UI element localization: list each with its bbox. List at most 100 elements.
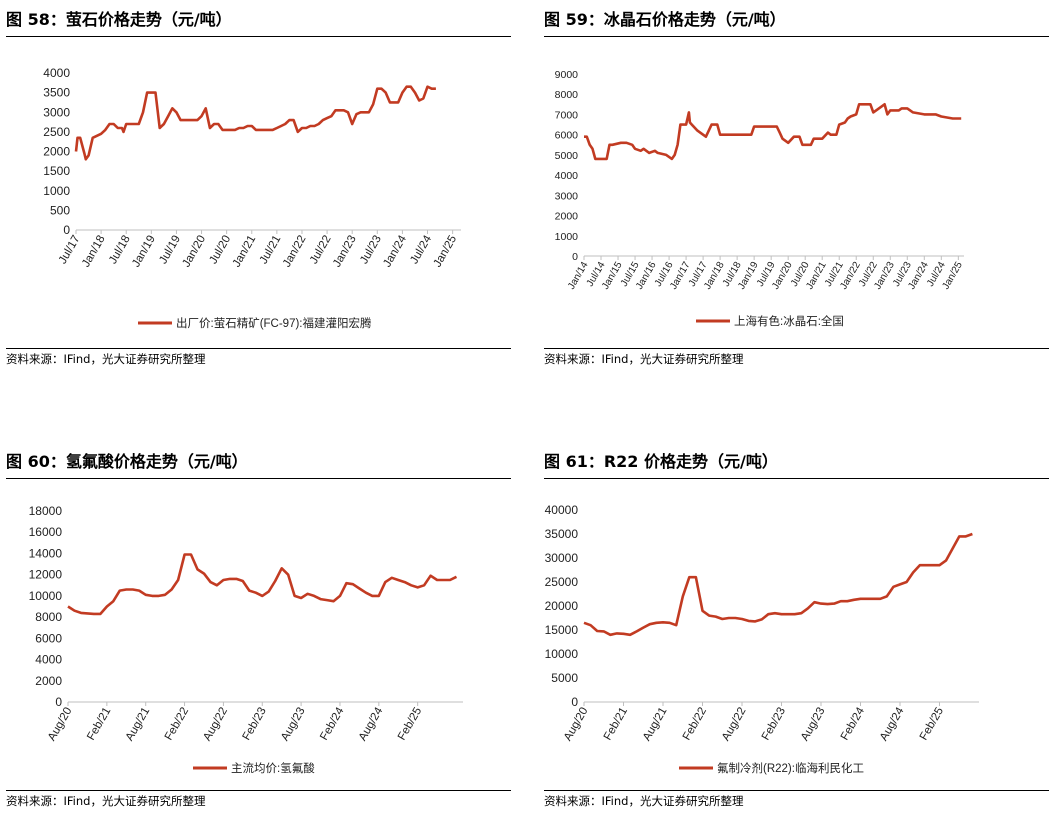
source-divider [544, 348, 1049, 349]
y-tick-label: 0 [63, 223, 70, 237]
title-divider [544, 36, 1049, 37]
x-tick-label: Aug/21 [124, 706, 153, 744]
chart-panel-61: 图 61：R22 价格走势（元/吨） 0 5000 10000 15000 20000 2… [544, 448, 1049, 813]
y-tick-label: 20000 [545, 599, 579, 613]
chart-58: 05001000150020002500300035004000Jul/17Ja… [43, 66, 461, 330]
y-tick-label: 8000 [555, 89, 579, 101]
x-tick-label: Feb/23 [241, 706, 269, 743]
chart-panel-58: 图 58：萤石价格走势（元/吨） 0 500 1000 1500 2000 2500 300… [6, 6, 511, 376]
x-tick-label: Aug/23 [279, 706, 308, 744]
source-note: 资料来源：IFind，光大证券研究所整理 [6, 352, 206, 366]
y-tick-label: 2500 [43, 125, 70, 139]
source-divider [6, 348, 511, 349]
y-tick-label: 6000 [555, 130, 579, 142]
x-tick-label: Jan/20 [180, 234, 208, 270]
y-tick-label: 5000 [555, 150, 579, 162]
x-tick-label: Jul/23 [358, 234, 384, 267]
y-tick-label: 30000 [545, 551, 579, 565]
y-tick-label: 12000 [29, 568, 63, 582]
series-line [67, 553, 458, 616]
x-tick-label: Feb/23 [760, 706, 788, 743]
y-tick-label: 8000 [35, 610, 62, 624]
x-tick-label: Feb/25 [918, 706, 946, 743]
title-divider [6, 478, 511, 479]
y-tick-label: 500 [50, 203, 70, 217]
x-tick-label: Jan/14 [566, 260, 591, 292]
x-tick-label: Aug/23 [799, 706, 828, 744]
x-tick-label: Feb/22 [681, 706, 709, 743]
x-tick-label: Feb/24 [318, 705, 347, 743]
legend-label: 氟制冷剂(R22):临海利民化工 [717, 761, 864, 775]
x-tick-label: Aug/22 [720, 706, 749, 744]
chart-panel-60: 图 60：氢氟酸价格走势（元/吨） 0 2000 4000 6000 8000 10000… [6, 448, 511, 813]
y-tick-label: 14000 [29, 546, 63, 560]
series-line [584, 103, 962, 161]
chart-61: 0 5000 10000 15000 20000 25000 30000 35000 40000… [545, 503, 979, 775]
y-tick-label: 7000 [555, 109, 579, 121]
y-tick-label: 4000 [555, 170, 579, 182]
x-tick-label: Aug/21 [641, 706, 670, 744]
y-tick-label: 3000 [43, 105, 70, 119]
y-tick-label: 10000 [545, 647, 579, 661]
title-divider [6, 36, 511, 37]
y-tick-label: 25000 [545, 575, 579, 589]
x-tick-label: Feb/25 [396, 706, 424, 743]
chart-title: 图 60：氢氟酸价格走势（元/吨） [6, 452, 248, 471]
y-tick-label: 0 [572, 251, 578, 263]
source-divider [6, 790, 511, 791]
y-tick-label: 4000 [43, 66, 70, 80]
y-tick-label: 16000 [29, 525, 63, 539]
x-tick-label: Feb/22 [163, 706, 191, 743]
x-tick-label: Aug/20 [46, 706, 75, 744]
y-tick-label: 4000 [35, 653, 62, 667]
x-tick-label: Jan/25 [432, 234, 460, 270]
y-tick-label: 6000 [35, 631, 62, 645]
y-tick-label: 3500 [43, 86, 70, 100]
x-tick-label: Feb/21 [602, 706, 630, 743]
chart-title: 图 58：萤石价格走势（元/吨） [6, 10, 232, 29]
x-tick-label: Aug/20 [562, 706, 591, 744]
x-tick-label: Jul/22 [308, 234, 334, 267]
x-tick-label: Jul/19 [157, 234, 183, 267]
chart-59: 0 1000 2000 3000 4000 5000 6000 7000 8000 9000 Jan… [555, 69, 966, 328]
y-tick-label: 40000 [545, 503, 579, 517]
source-note: 资料来源：IFind，光大证券研究所整理 [6, 794, 206, 808]
y-tick-label: 0 [55, 695, 62, 709]
y-tick-label: 3000 [555, 190, 579, 202]
x-tick-label: Jan/24 [381, 233, 409, 269]
y-tick-label: 18000 [29, 504, 63, 518]
y-tick-label: 35000 [545, 527, 579, 541]
y-tick-label: 5000 [551, 671, 578, 685]
x-tick-label: Aug/22 [201, 706, 230, 744]
x-tick-label: Jul/24 [408, 233, 434, 266]
source-note: 资料来源：IFind，光大证券研究所整理 [544, 352, 744, 366]
x-tick-label: Jul/18 [107, 234, 133, 267]
y-tick-label: 10000 [29, 589, 63, 603]
chart-title: 图 61：R22 价格走势（元/吨） [544, 452, 778, 471]
legend-label: 主流均价:氢氟酸 [231, 761, 315, 775]
source-note: 资料来源：IFind，光大证券研究所整理 [544, 794, 744, 808]
y-tick-label: 1000 [43, 184, 70, 198]
x-tick-label: Aug/24 [878, 705, 907, 743]
x-tick-label: Feb/21 [85, 706, 113, 743]
x-tick-label: Jul/17 [57, 234, 83, 267]
y-tick-label: 2000 [555, 211, 579, 223]
x-tick-label: Jan/18 [80, 234, 108, 270]
x-tick-label: Jul/21 [258, 234, 284, 267]
legend-label: 上海有色:冰晶石:全国 [734, 314, 844, 328]
x-tick-label: Jan/23 [331, 234, 359, 270]
y-tick-label: 2000 [43, 145, 70, 159]
title-divider [544, 478, 1049, 479]
x-tick-label: Aug/24 [357, 705, 386, 743]
x-tick-label: Jul/20 [208, 234, 234, 267]
x-tick-label: Feb/24 [839, 705, 868, 743]
legend-label: 出厂价:萤石精矿(FC-97):福建灌阳宏腾 [176, 316, 372, 330]
y-tick-label: 2000 [35, 674, 62, 688]
y-tick-label: 9000 [555, 69, 579, 81]
chart-title: 图 59：冰晶石价格走势（元/吨） [544, 10, 786, 29]
chart-60: 0 2000 4000 6000 8000 10000 12000 14000 16000 180… [29, 504, 463, 775]
y-tick-label: 1500 [43, 164, 70, 178]
chart-panel-59: 图 59：冰晶石价格走势（元/吨） 0 1000 2000 3000 4000 5000 6… [544, 6, 1049, 376]
x-tick-label: Jan/19 [130, 234, 158, 270]
source-divider [544, 790, 1049, 791]
